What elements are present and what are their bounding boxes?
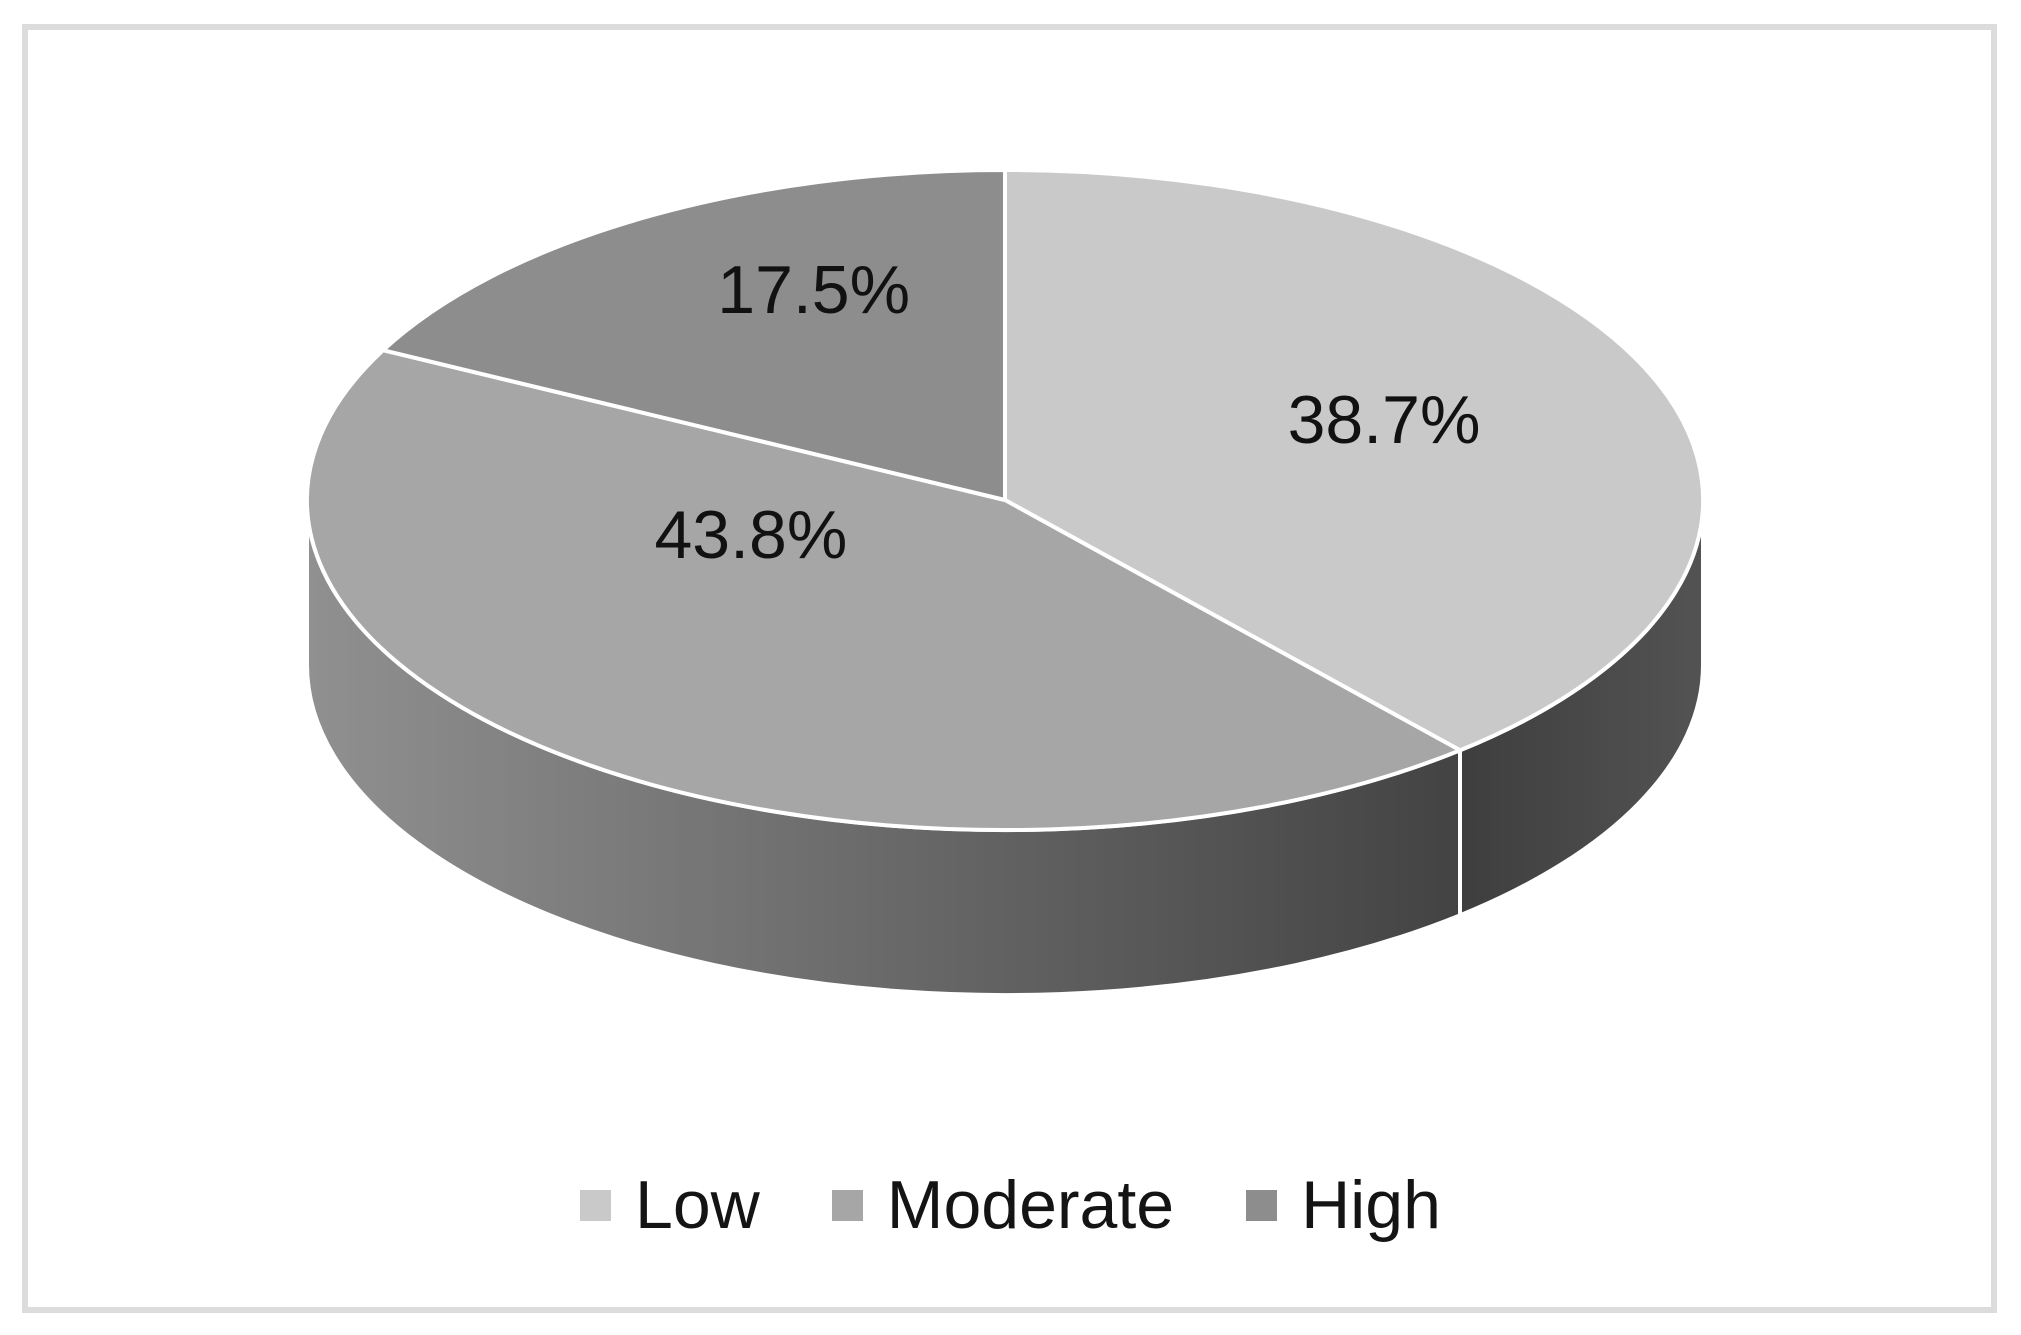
pie-slice-moderate xyxy=(304,348,1462,833)
legend-item-moderate: Moderate xyxy=(831,1167,1175,1243)
pie-slice-high xyxy=(381,168,1007,502)
legend-swatch-moderate xyxy=(831,1189,863,1221)
pie-label-low: 38.7% xyxy=(1288,382,1481,458)
legend-item-low: Low xyxy=(580,1171,760,1239)
legend-swatch-low xyxy=(580,1189,612,1221)
legend-swatch-high xyxy=(1246,1189,1278,1221)
legend-item-high: High xyxy=(1246,1171,1441,1239)
legend-label-low: Low xyxy=(635,1167,760,1243)
pie-label-high: 17.5% xyxy=(717,252,910,328)
chart-legend: Low Moderate High xyxy=(0,1160,2021,1250)
pie-slice-low xyxy=(1003,168,1706,753)
legend-label-moderate: Moderate xyxy=(886,1167,1175,1243)
legend-label-high: High xyxy=(1301,1167,1441,1243)
pie-label-moderate: 43.8% xyxy=(654,497,847,573)
